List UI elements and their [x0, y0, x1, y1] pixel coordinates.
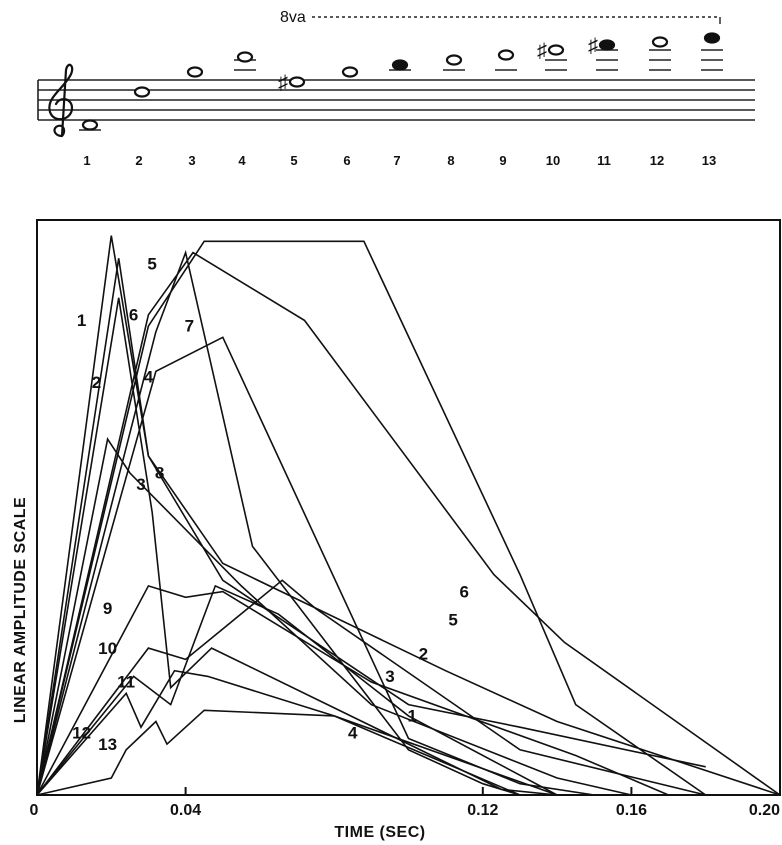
- series-label-7: 7: [185, 317, 194, 336]
- series-label-4: 4: [144, 368, 154, 387]
- note: 6: [341, 66, 359, 168]
- note: 2: [133, 86, 151, 168]
- series-line-5: [36, 251, 781, 796]
- series-line-2: [36, 258, 781, 796]
- note-number: 10: [546, 153, 560, 168]
- series-line-1: [36, 235, 706, 796]
- open-notehead: [186, 66, 204, 78]
- series-label-5: 5: [147, 255, 156, 274]
- x-axis-title: TIME (SEC): [334, 824, 425, 841]
- open-notehead: [445, 54, 463, 66]
- note-number: 1: [83, 153, 90, 168]
- x-tick-label: 0.16: [616, 802, 647, 819]
- filled-notehead: [703, 32, 721, 44]
- treble-clef-icon: [48, 63, 74, 138]
- amplitude-chart: LINEAR AMPLITUDE SCALE TIME (SEC) 112233…: [12, 219, 781, 841]
- x-tick-label: 0.20: [749, 802, 780, 819]
- x-axis-ticks: 0 0.04 0.12 0.16 0.20: [30, 787, 781, 819]
- series-label-11: 11: [117, 673, 135, 692]
- series-line-11: [36, 584, 558, 796]
- open-notehead: [133, 86, 151, 98]
- series-label-10: 10: [98, 639, 117, 658]
- series-label-6: 6: [459, 582, 468, 601]
- series-label-12: 12: [72, 724, 91, 743]
- series-label-2: 2: [92, 373, 101, 392]
- plot-frame: [36, 219, 781, 796]
- series-label-1: 1: [407, 707, 416, 726]
- x-tick-label: 0.04: [170, 802, 201, 819]
- note: 12: [649, 36, 671, 168]
- note: 3: [186, 66, 204, 168]
- series-label-9: 9: [103, 599, 112, 618]
- octave-marking: 8va: [280, 9, 721, 26]
- series-line-8: [36, 297, 558, 796]
- sharp-icon: ♯: [588, 35, 598, 57]
- note-number: 11: [597, 153, 611, 168]
- note: 13: [701, 32, 723, 168]
- note-number: 13: [702, 153, 716, 168]
- note: 1: [79, 119, 101, 168]
- note: 4: [234, 51, 256, 168]
- notes: 1 2 3 4♯5 6 7 8 9♯10♯11 12 13: [79, 32, 723, 168]
- series-line-10: [36, 579, 706, 796]
- open-notehead: [288, 76, 306, 88]
- open-notehead: [81, 119, 99, 131]
- series-line-13: [36, 709, 521, 796]
- note-number: 2: [135, 153, 142, 168]
- series-line-4: [36, 336, 595, 796]
- note-number: 7: [393, 153, 400, 168]
- note: 9: [495, 49, 517, 168]
- series-lines: [36, 235, 781, 796]
- open-notehead: [547, 44, 565, 56]
- note-number: 12: [650, 153, 664, 168]
- open-notehead: [236, 51, 254, 63]
- note-number: 9: [499, 153, 506, 168]
- series-line-7: [36, 249, 521, 796]
- series-label-8: 8: [155, 464, 164, 483]
- series-label-3: 3: [136, 475, 145, 494]
- note-number: 5: [290, 153, 297, 168]
- note-number: 6: [343, 153, 350, 168]
- note: 8: [443, 54, 465, 168]
- series-label-3: 3: [385, 667, 394, 686]
- series-line-6: [36, 240, 707, 796]
- note-number: 4: [238, 153, 246, 168]
- note: ♯ 11: [588, 35, 618, 168]
- note: ♯5: [278, 72, 306, 168]
- musical-staff: 8va 1 2 3 4♯5 6 7 8 9♯10♯11 12 13: [37, 9, 755, 168]
- open-notehead: [651, 36, 669, 48]
- staff-lines: [37, 79, 755, 121]
- note-number: 8: [447, 153, 454, 168]
- series-label-6: 6: [129, 305, 138, 324]
- note-number: 3: [188, 153, 195, 168]
- series-line-9: [36, 584, 669, 796]
- filled-notehead: [391, 59, 409, 71]
- series-label-5: 5: [448, 611, 457, 630]
- series-label-13: 13: [98, 735, 117, 754]
- series-label-4: 4: [348, 724, 358, 743]
- sharp-icon: ♯: [537, 40, 547, 62]
- y-axis-title: LINEAR AMPLITUDE SCALE: [12, 497, 29, 723]
- open-notehead: [341, 66, 359, 78]
- series-line-3: [36, 437, 632, 796]
- sharp-icon: ♯: [278, 72, 288, 94]
- x-tick-label: 0.12: [467, 802, 498, 819]
- filled-notehead: [598, 39, 616, 51]
- note: ♯ 10: [537, 40, 567, 168]
- x-tick-label: 0: [30, 802, 39, 819]
- note: 7: [389, 59, 411, 168]
- series-label-2: 2: [419, 644, 428, 663]
- open-notehead: [497, 49, 515, 61]
- octave-marking-text: 8va: [280, 9, 306, 26]
- series-label-1: 1: [77, 311, 86, 330]
